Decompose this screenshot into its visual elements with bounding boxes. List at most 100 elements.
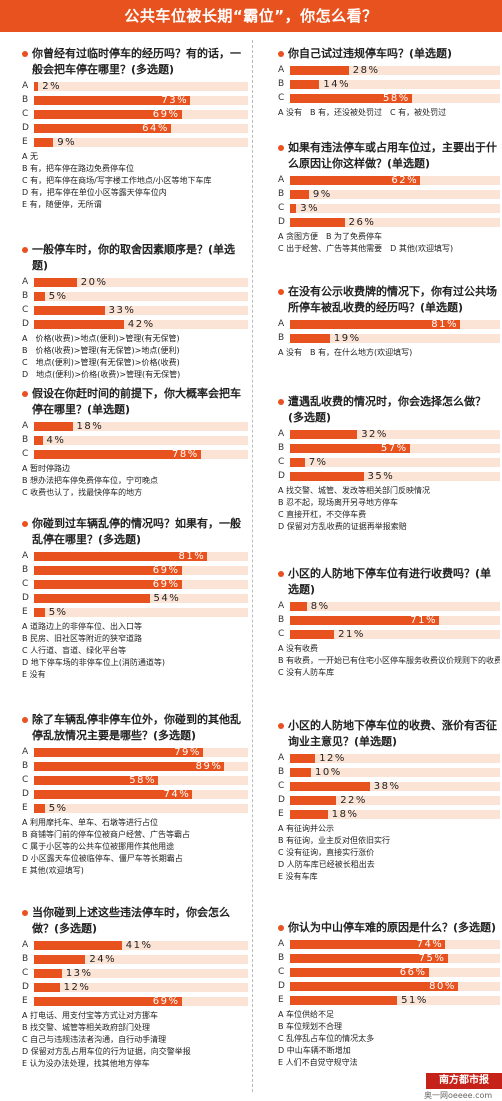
bar-track: 13% <box>34 968 248 979</box>
question-title: 遭遇乱收费的情况时，你会选择怎么做？(多选题) <box>278 394 500 426</box>
option-text: A 价格(收费)>地点(便利)>管理(有无保管) <box>22 334 180 343</box>
bar-track: 21% <box>290 628 500 640</box>
bar-chart: A 81% B 69% C 69% D 54% E 5% <box>22 549 248 619</box>
bar-chart: A 62% B 9% C 3% D 26% <box>278 173 500 229</box>
bar-mark <box>34 319 124 329</box>
bar-row: A 41% <box>22 938 248 952</box>
bullet-dot-icon <box>22 717 28 723</box>
bar-mark <box>290 93 412 103</box>
bullet-dot-icon <box>278 723 284 729</box>
bar-mark <box>290 79 320 89</box>
bar-row: B 73% <box>22 93 248 107</box>
bar-track: 74% <box>290 939 500 950</box>
category-label: C <box>22 305 29 315</box>
option-text: E 人们不自觉守规守法 <box>278 1058 358 1067</box>
bar-row: C 69% <box>22 107 248 121</box>
option-text: D 地下停车场的非停车位上(消防通道等) <box>22 658 165 667</box>
bar-mark <box>34 579 182 589</box>
question-text: 在没有公示收费牌的情况下，你有过公共场所停车被乱收费的经历吗？(单选题) <box>288 285 497 314</box>
survey-question-3: 假设在你赶时间的前提下，你大概率会把车停在哪里？(单选题) A 18% B 4% C 78%… <box>22 386 248 499</box>
bar-row: A 20% <box>22 275 248 289</box>
bar-chart: A 74% B 75% C 66% D 80% E 51% <box>278 937 500 1007</box>
bar-track: 89% <box>34 760 248 772</box>
category-label: A <box>278 753 285 763</box>
page-title: 公共车位被长期“霸位”，你怎么看？ <box>0 0 502 32</box>
bar-track: 26% <box>290 216 500 228</box>
bar-track: 9% <box>34 137 248 148</box>
option-text: B 有征询，业主反对但依旧实行 <box>278 836 391 845</box>
data-label: 22% <box>340 794 367 806</box>
data-label: 9% <box>312 188 332 200</box>
data-label: 12% <box>63 981 91 993</box>
survey-question-5: 除了车辆乱停非停车位外，你碰到的其他乱停乱放情况主要是哪些？(多选题) A 79% B… <box>22 712 248 877</box>
data-label: 80% <box>429 980 456 992</box>
category-label: C <box>22 109 29 119</box>
category-label: D <box>278 981 285 991</box>
data-label: 21% <box>338 628 365 640</box>
bar-track: 75% <box>290 952 500 964</box>
category-label: E <box>278 809 284 819</box>
bar-row: C 33% <box>22 303 248 317</box>
category-label: B <box>278 953 285 963</box>
bar-track: 2% <box>34 81 248 92</box>
data-label: 64% <box>142 122 169 134</box>
bar-track: 35% <box>290 471 500 482</box>
data-label: 89% <box>195 760 223 772</box>
bar-row: B 4% <box>22 433 248 447</box>
bar-mark <box>34 747 204 757</box>
category-label: D <box>278 471 285 481</box>
bar-mark <box>290 333 330 343</box>
category-label: B <box>22 565 29 575</box>
option-text: B 民房、旧社区等附近的狭窄道路 <box>22 634 143 643</box>
option-legend: A 道路边上的非停车位、出入口等 B 民房、旧社区等附近的狭窄道路 C 人行道、盲道… <box>22 621 248 681</box>
bar-row: B 57% <box>278 441 500 455</box>
data-label: 69% <box>152 578 180 590</box>
category-label: C <box>278 457 285 467</box>
data-label: 75% <box>418 952 446 964</box>
bar-mark <box>34 982 60 992</box>
data-label: 26% <box>348 216 376 228</box>
bullet-dot-icon <box>22 247 28 253</box>
survey-question-13: 你认为中山停车难的原因是什么？(多选题) A 74% B 75% C 66% D 80% E 51%… <box>278 920 500 1069</box>
bar-row: D 12% <box>22 980 248 994</box>
option-text: A 暂时停路边 <box>22 464 71 473</box>
bar-chart: A 41% B 24% C 13% D 12% E 69% <box>22 938 248 1008</box>
option-text: C 出于经营、广告等其他需要 D 其他(欢迎填写) <box>278 244 454 253</box>
bar-mark <box>34 137 54 147</box>
question-text: 你认为中山停车难的原因是什么？(多选题) <box>288 921 497 934</box>
data-label: 69% <box>152 108 180 120</box>
bar-track: 69% <box>34 578 248 590</box>
bar-row: D 35% <box>278 469 500 483</box>
bar-row: A 32% <box>278 427 500 441</box>
bar-track: 22% <box>290 794 500 806</box>
bullet-dot-icon <box>278 289 284 295</box>
question-text: 小区的人防地下停车位的收费、涨价有否征询业主意见？(单选题) <box>288 719 497 748</box>
category-label: A <box>22 747 29 757</box>
bar-row: E 9% <box>22 135 248 149</box>
bar-row: E 18% <box>278 807 500 821</box>
data-label: 58% <box>129 774 156 786</box>
data-label: 24% <box>89 953 117 965</box>
option-legend: A 车位供给不足 B 车位规划不合理 C 乱停乱占车位的情况太多 D 中山车辆不断增加… <box>278 1009 500 1069</box>
watermark-site: 奥一网oeeee.com <box>424 1091 493 1100</box>
data-label: 58% <box>382 92 410 104</box>
option-text: A 没有 B 有，还没被处罚过 C 有，被处罚过 <box>278 108 447 117</box>
bar-chart: A 81% B 19% <box>278 317 500 345</box>
data-label: 71% <box>410 614 437 626</box>
bar-track: 24% <box>34 953 248 965</box>
option-text: D 人防车库已经被长租出去 <box>278 860 375 869</box>
question-text: 你碰到过车辆乱停的情况吗？如果有，一般乱停在哪里？(多选题) <box>32 517 241 546</box>
bar-track: 12% <box>34 981 248 993</box>
category-label: B <box>22 435 29 445</box>
bar-row: C 66% <box>278 965 500 979</box>
bar-track: 81% <box>34 551 248 562</box>
category-label: E <box>22 607 28 617</box>
bar-mark <box>290 319 461 329</box>
question-title: 假设在你赶时间的前提下，你大概率会把车停在哪里？(单选题) <box>22 386 248 418</box>
data-label: 81% <box>431 318 458 330</box>
bar-row: E 51% <box>278 993 500 1007</box>
bar-mark <box>290 429 358 439</box>
bar-track: 28% <box>290 65 500 76</box>
option-text: C 没有人防车库 <box>278 668 335 677</box>
bar-mark <box>290 795 337 805</box>
